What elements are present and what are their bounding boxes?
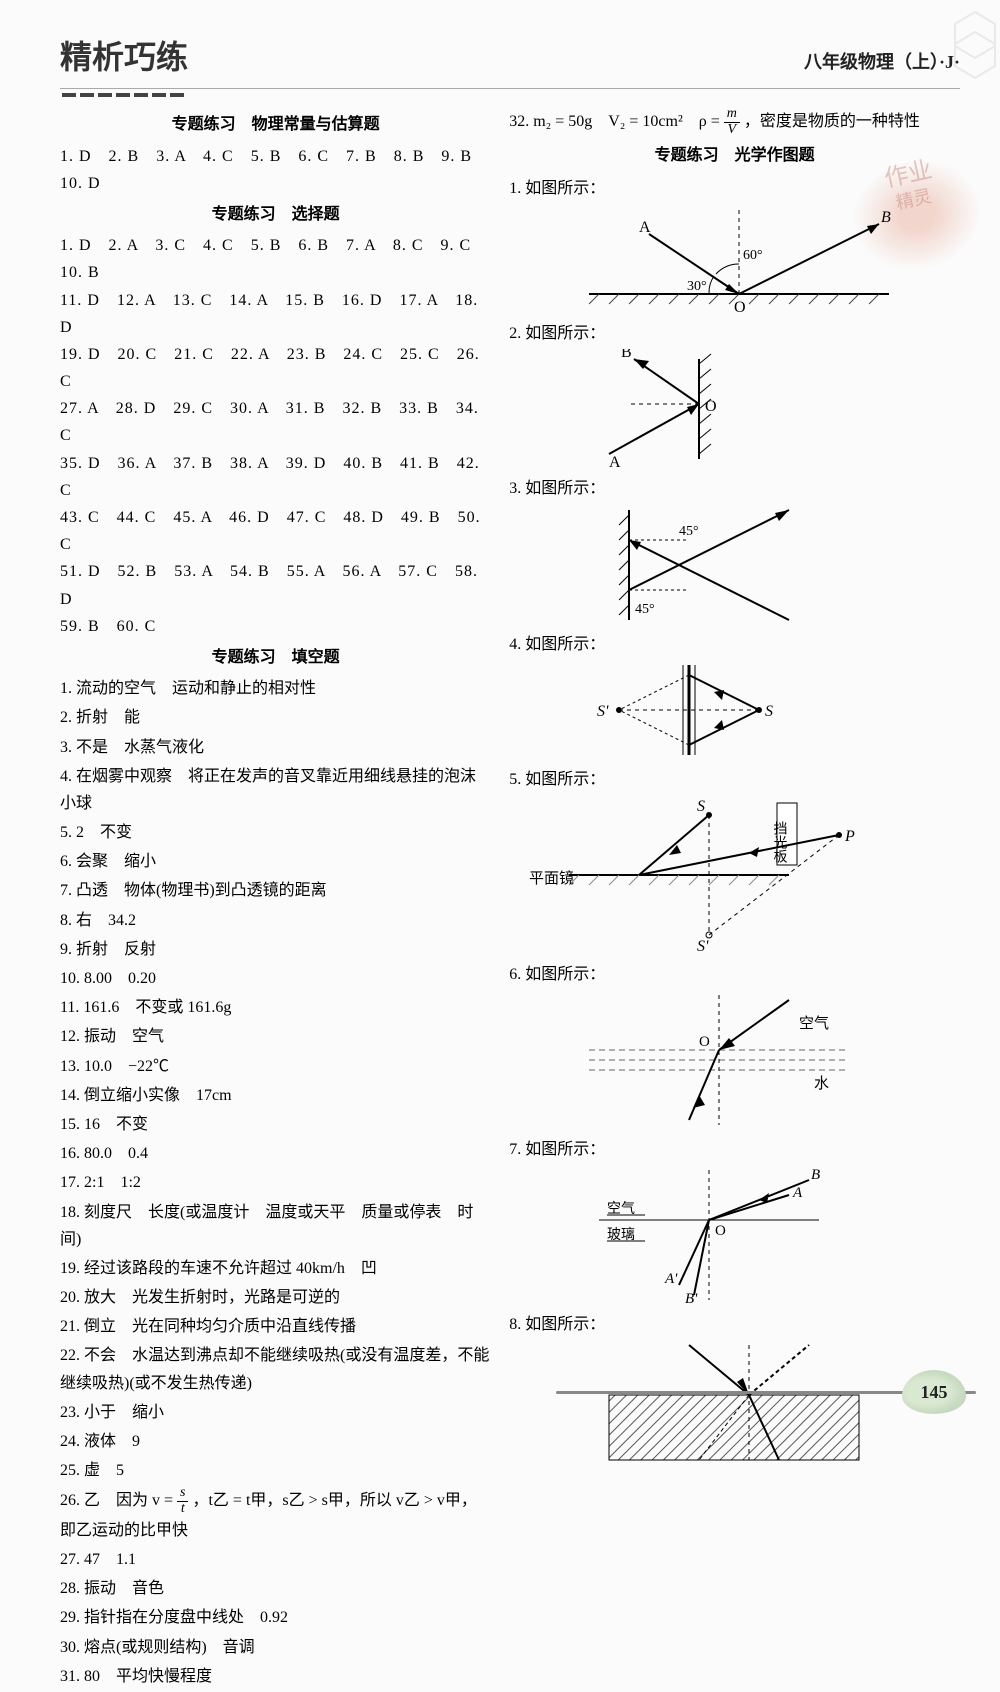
label-A: A <box>609 454 621 469</box>
fill-item: 8. 右 34.2 <box>60 907 491 934</box>
fill-item: 14. 倒立缩小实像 17cm <box>60 1082 491 1109</box>
fill-item: 7. 凸透 物体(物理书)到凸透镜的距离 <box>60 877 491 904</box>
page-number: 145 <box>902 1370 966 1414</box>
label-B: B <box>811 1167 820 1183</box>
hex-decor-icon <box>950 10 1000 80</box>
fig5-caption: 5. 如图所示： <box>509 766 960 793</box>
section-title-fill: 专题练习 填空题 <box>60 644 491 671</box>
fig6-caption: 6. 如图所示： <box>509 961 960 988</box>
fill-item: 29. 指针指在分度盘中线处 0.92 <box>60 1604 491 1631</box>
choice-row: 11. D 12. A 13. C 14. A 15. B 16. D 17. … <box>60 287 491 341</box>
label-B: B <box>881 209 891 226</box>
label-O: O <box>734 299 746 314</box>
fig7-caption: 7. 如图所示： <box>509 1136 960 1163</box>
fig5-diagram: 挡光板 S S' P 平面镜 <box>529 795 960 955</box>
label-S: S <box>765 703 773 720</box>
section-title-estimation: 专题练习 物理常量与估算题 <box>60 111 491 138</box>
fill-item-32: 32. m₂ = 50g V₂ = 10cm² ρ = mV ，密度是物质的一种… <box>509 107 960 137</box>
choice-row: 43. C 44. C 45. A 46. D 47. C 48. D 49. … <box>60 504 491 558</box>
fill-item: 4. 在烟雾中观察 将正在发声的音叉靠近用细线悬挂的泡沫小球 <box>60 763 491 817</box>
fig6-diagram: O 空气 水 <box>579 990 960 1130</box>
label-30: 30° <box>687 279 707 294</box>
fig8-caption: 8. 如图所示： <box>509 1311 960 1338</box>
fill-item: 27. 47 1.1 <box>60 1546 491 1573</box>
choice-row: 19. D 20. C 21. C 22. A 23. B 24. C 25. … <box>60 341 491 395</box>
label-air: 空气 <box>799 1015 829 1032</box>
fill-item-26: 26. 乙 因为 v = st ，t乙 = t甲，s乙 > s甲，所以 v乙 >… <box>60 1486 491 1544</box>
fig2-diagram: B A O <box>579 349 960 469</box>
left-column: 专题练习 物理常量与估算题 1. D 2. B 3. A 4. C 5. B 6… <box>60 107 491 1692</box>
choice-row: 1. D 2. A 3. C 4. C 5. B 6. B 7. A 8. C … <box>60 232 491 286</box>
label-A: A <box>792 1185 803 1201</box>
fill-item: 16. 80.0 0.4 <box>60 1140 491 1167</box>
label-shield: 挡光板 <box>772 821 788 863</box>
right-column: 32. m₂ = 50g V₂ = 10cm² ρ = mV ，密度是物质的一种… <box>509 107 960 1692</box>
choice-answers: 1. D 2. A 3. C 4. C 5. B 6. B 7. A 8. C … <box>60 232 491 640</box>
label-45b: 45° <box>635 602 655 617</box>
fig3-diagram: 45° 45° <box>579 505 960 625</box>
estimation-answers: 1. D 2. B 3. A 4. C 5. B 6. C 7. B 8. B … <box>60 143 491 197</box>
book-title: 精析巧练 <box>60 30 188 84</box>
decor-bars <box>62 93 960 97</box>
label-60: 60° <box>743 248 763 263</box>
label-Bp: B' <box>685 1291 698 1305</box>
fill-item: 25. 虚 5 <box>60 1457 491 1484</box>
fig7-diagram: 空气 玻璃 O A B A' B' <box>579 1165 960 1305</box>
label-45a: 45° <box>679 524 699 539</box>
section-title-choice: 专题练习 选择题 <box>60 201 491 228</box>
label-B: B <box>621 349 632 361</box>
fig1-diagram: A B O 60° 30° <box>579 204 960 314</box>
fig4-diagram: S S' <box>579 660 960 760</box>
fill-item: 5. 2 不变 <box>60 819 491 846</box>
label-O: O <box>699 1034 710 1050</box>
fill-item: 10. 8.00 0.20 <box>60 965 491 992</box>
fig4-caption: 4. 如图所示： <box>509 631 960 658</box>
label-A: A <box>639 219 651 236</box>
fill-item: 15. 16 不变 <box>60 1111 491 1138</box>
fill-item: 31. 80 平均快慢程度 <box>60 1663 491 1690</box>
section-title-optics: 专题练习 光学作图题 <box>509 142 960 169</box>
fill-item: 19. 经过该路段的车速不允许超过 40km/h 凹 <box>60 1255 491 1282</box>
label-mirror: 平面镜 <box>529 869 574 887</box>
label-Ap: A' <box>664 1271 678 1287</box>
fill-item: 28. 振动 音色 <box>60 1575 491 1602</box>
label-Sp: S' <box>697 938 709 955</box>
fill-item: 11. 161.6 不变或 161.6g <box>60 994 491 1021</box>
choice-row: 59. B 60. C <box>60 613 491 640</box>
fill-item: 9. 折射 反射 <box>60 936 491 963</box>
choice-row: 27. A 28. D 29. C 30. A 31. B 32. B 33. … <box>60 395 491 449</box>
fill-item: 18. 刻度尺 长度(或温度计 温度或天平 质量或停表 时间) <box>60 1199 491 1253</box>
fill-item: 2. 折射 能 <box>60 704 491 731</box>
fill-item: 1. 流动的空气 运动和静止的相对性 <box>60 675 491 702</box>
fig8-diagram <box>579 1340 960 1470</box>
fig2-caption: 2. 如图所示： <box>509 320 960 347</box>
fig3-caption: 3. 如图所示： <box>509 475 960 502</box>
grade-line: 八年级物理（上）·J· <box>804 47 960 78</box>
label-water: 水 <box>814 1075 829 1092</box>
choice-row: 35. D 36. A 37. B 38. A 39. D 40. B 41. … <box>60 450 491 504</box>
fill-item: 6. 会聚 缩小 <box>60 848 491 875</box>
fill-item: 30. 熔点(或规则结构) 音调 <box>60 1634 491 1661</box>
fill-item: 13. 10.0 −22℃ <box>60 1053 491 1080</box>
label-O: O <box>715 1223 726 1239</box>
label-Sp: S' <box>597 703 609 720</box>
label-glass: 玻璃 <box>607 1226 635 1243</box>
fill-item: 23. 小于 缩小 <box>60 1399 491 1426</box>
label-S: S <box>697 798 705 815</box>
choice-row: 51. D 52. B 53. A 54. B 55. A 56. A 57. … <box>60 558 491 612</box>
fill-item: 24. 液体 9 <box>60 1428 491 1455</box>
fill-item: 3. 不是 水蒸气液化 <box>60 734 491 761</box>
label-O: O <box>705 398 717 415</box>
label-P: P <box>844 828 855 845</box>
fill-item: 20. 放大 光发生折射时，光路是可逆的 <box>60 1284 491 1311</box>
fill-item: 21. 倒立 光在同种均匀介质中沿直线传播 <box>60 1313 491 1340</box>
fill-item: 22. 不会 水温达到沸点却不能继续吸热(或没有温度差，不能继续吸热)(或不发生… <box>60 1342 491 1396</box>
fill-item: 12. 振动 空气 <box>60 1023 491 1050</box>
fill-answers: 1. 流动的空气 运动和静止的相对性 2. 折射 能 3. 不是 水蒸气液化 4… <box>60 675 491 1690</box>
fig1-caption: 1. 如图所示： <box>509 175 960 202</box>
fill-item: 17. 2:1 1:2 <box>60 1169 491 1196</box>
